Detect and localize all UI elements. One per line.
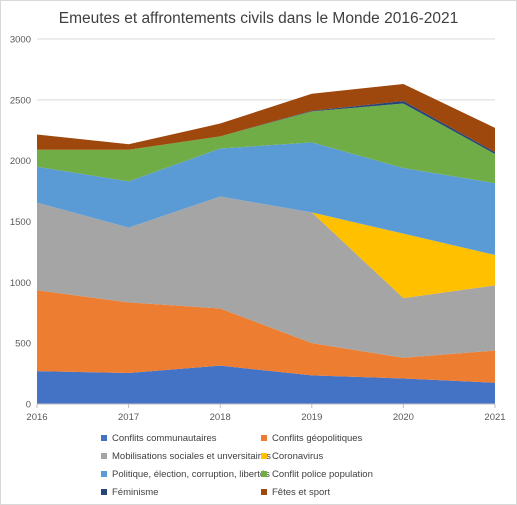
legend-item: Politique, élection, corruption, liberté…	[101, 467, 270, 481]
area-conflits-geopolitiques	[37, 290, 495, 383]
area-coronavirus	[37, 196, 495, 299]
x-tick-label: 2019	[301, 412, 322, 423]
legend-swatch	[101, 489, 107, 495]
area-series	[37, 84, 495, 404]
legend-item: Fêtes et sport	[261, 485, 330, 499]
legend-label: Conflit police population	[272, 468, 373, 480]
legend-item: Coronavirus	[261, 449, 323, 463]
area-conflits-communautaires	[37, 365, 495, 404]
x-tick-label: 2021	[484, 412, 505, 423]
area-mobilisations-sociales-et-unversitaires	[37, 196, 495, 358]
legend-label: Conflits géopolitiques	[272, 432, 363, 444]
area-politique-election-corruption-libertes	[37, 142, 495, 255]
legend-swatch	[101, 435, 107, 441]
legend-label: Fêtes et sport	[272, 486, 331, 498]
legend-label: Féminisme	[112, 486, 159, 498]
y-tick-label: 2000	[10, 156, 31, 167]
legend-item: Conflits communautaires	[101, 431, 217, 445]
x-tick-label: 2018	[210, 412, 231, 423]
x-tick-label: 2016	[26, 412, 47, 423]
y-tick-label: 1000	[10, 278, 31, 289]
legend-item: Féminisme	[101, 485, 158, 499]
legend-label: Mobilisations sociales et unversitaires	[112, 450, 271, 462]
chart-title: Emeutes et affrontements civils dans le …	[58, 10, 459, 27]
legend-swatch	[101, 453, 107, 459]
legend-label: Coronavirus	[272, 450, 324, 462]
y-tick-label: 1500	[10, 217, 31, 228]
legend-item: Mobilisations sociales et unversitaires	[101, 449, 271, 463]
axes: 0 500 1000 1500 2000 2500 3000 2016 2017 2018 2019…	[10, 35, 506, 424]
legend-item: Conflit police population	[261, 467, 373, 481]
x-tick-label: 2020	[393, 412, 414, 423]
y-tick-label: 2500	[10, 95, 31, 106]
legend-swatch	[261, 489, 267, 495]
y-tick-label: 500	[15, 339, 31, 350]
legend-label: Conflits communautaires	[112, 432, 217, 444]
legend-swatch	[101, 471, 107, 477]
legend-swatch	[261, 435, 267, 441]
area-fetes-et-sport	[37, 84, 495, 153]
legend-swatch	[261, 453, 267, 459]
legend-item: Conflits géopolitiques	[261, 431, 362, 445]
x-tick-label: 2017	[118, 412, 139, 423]
area-conflit-police-population	[37, 103, 495, 184]
y-tick-label: 0	[26, 400, 31, 411]
legend-label: Politique, élection, corruption, liberté…	[112, 468, 270, 480]
y-tick-label: 3000	[10, 35, 31, 46]
legend-swatch	[261, 471, 267, 477]
